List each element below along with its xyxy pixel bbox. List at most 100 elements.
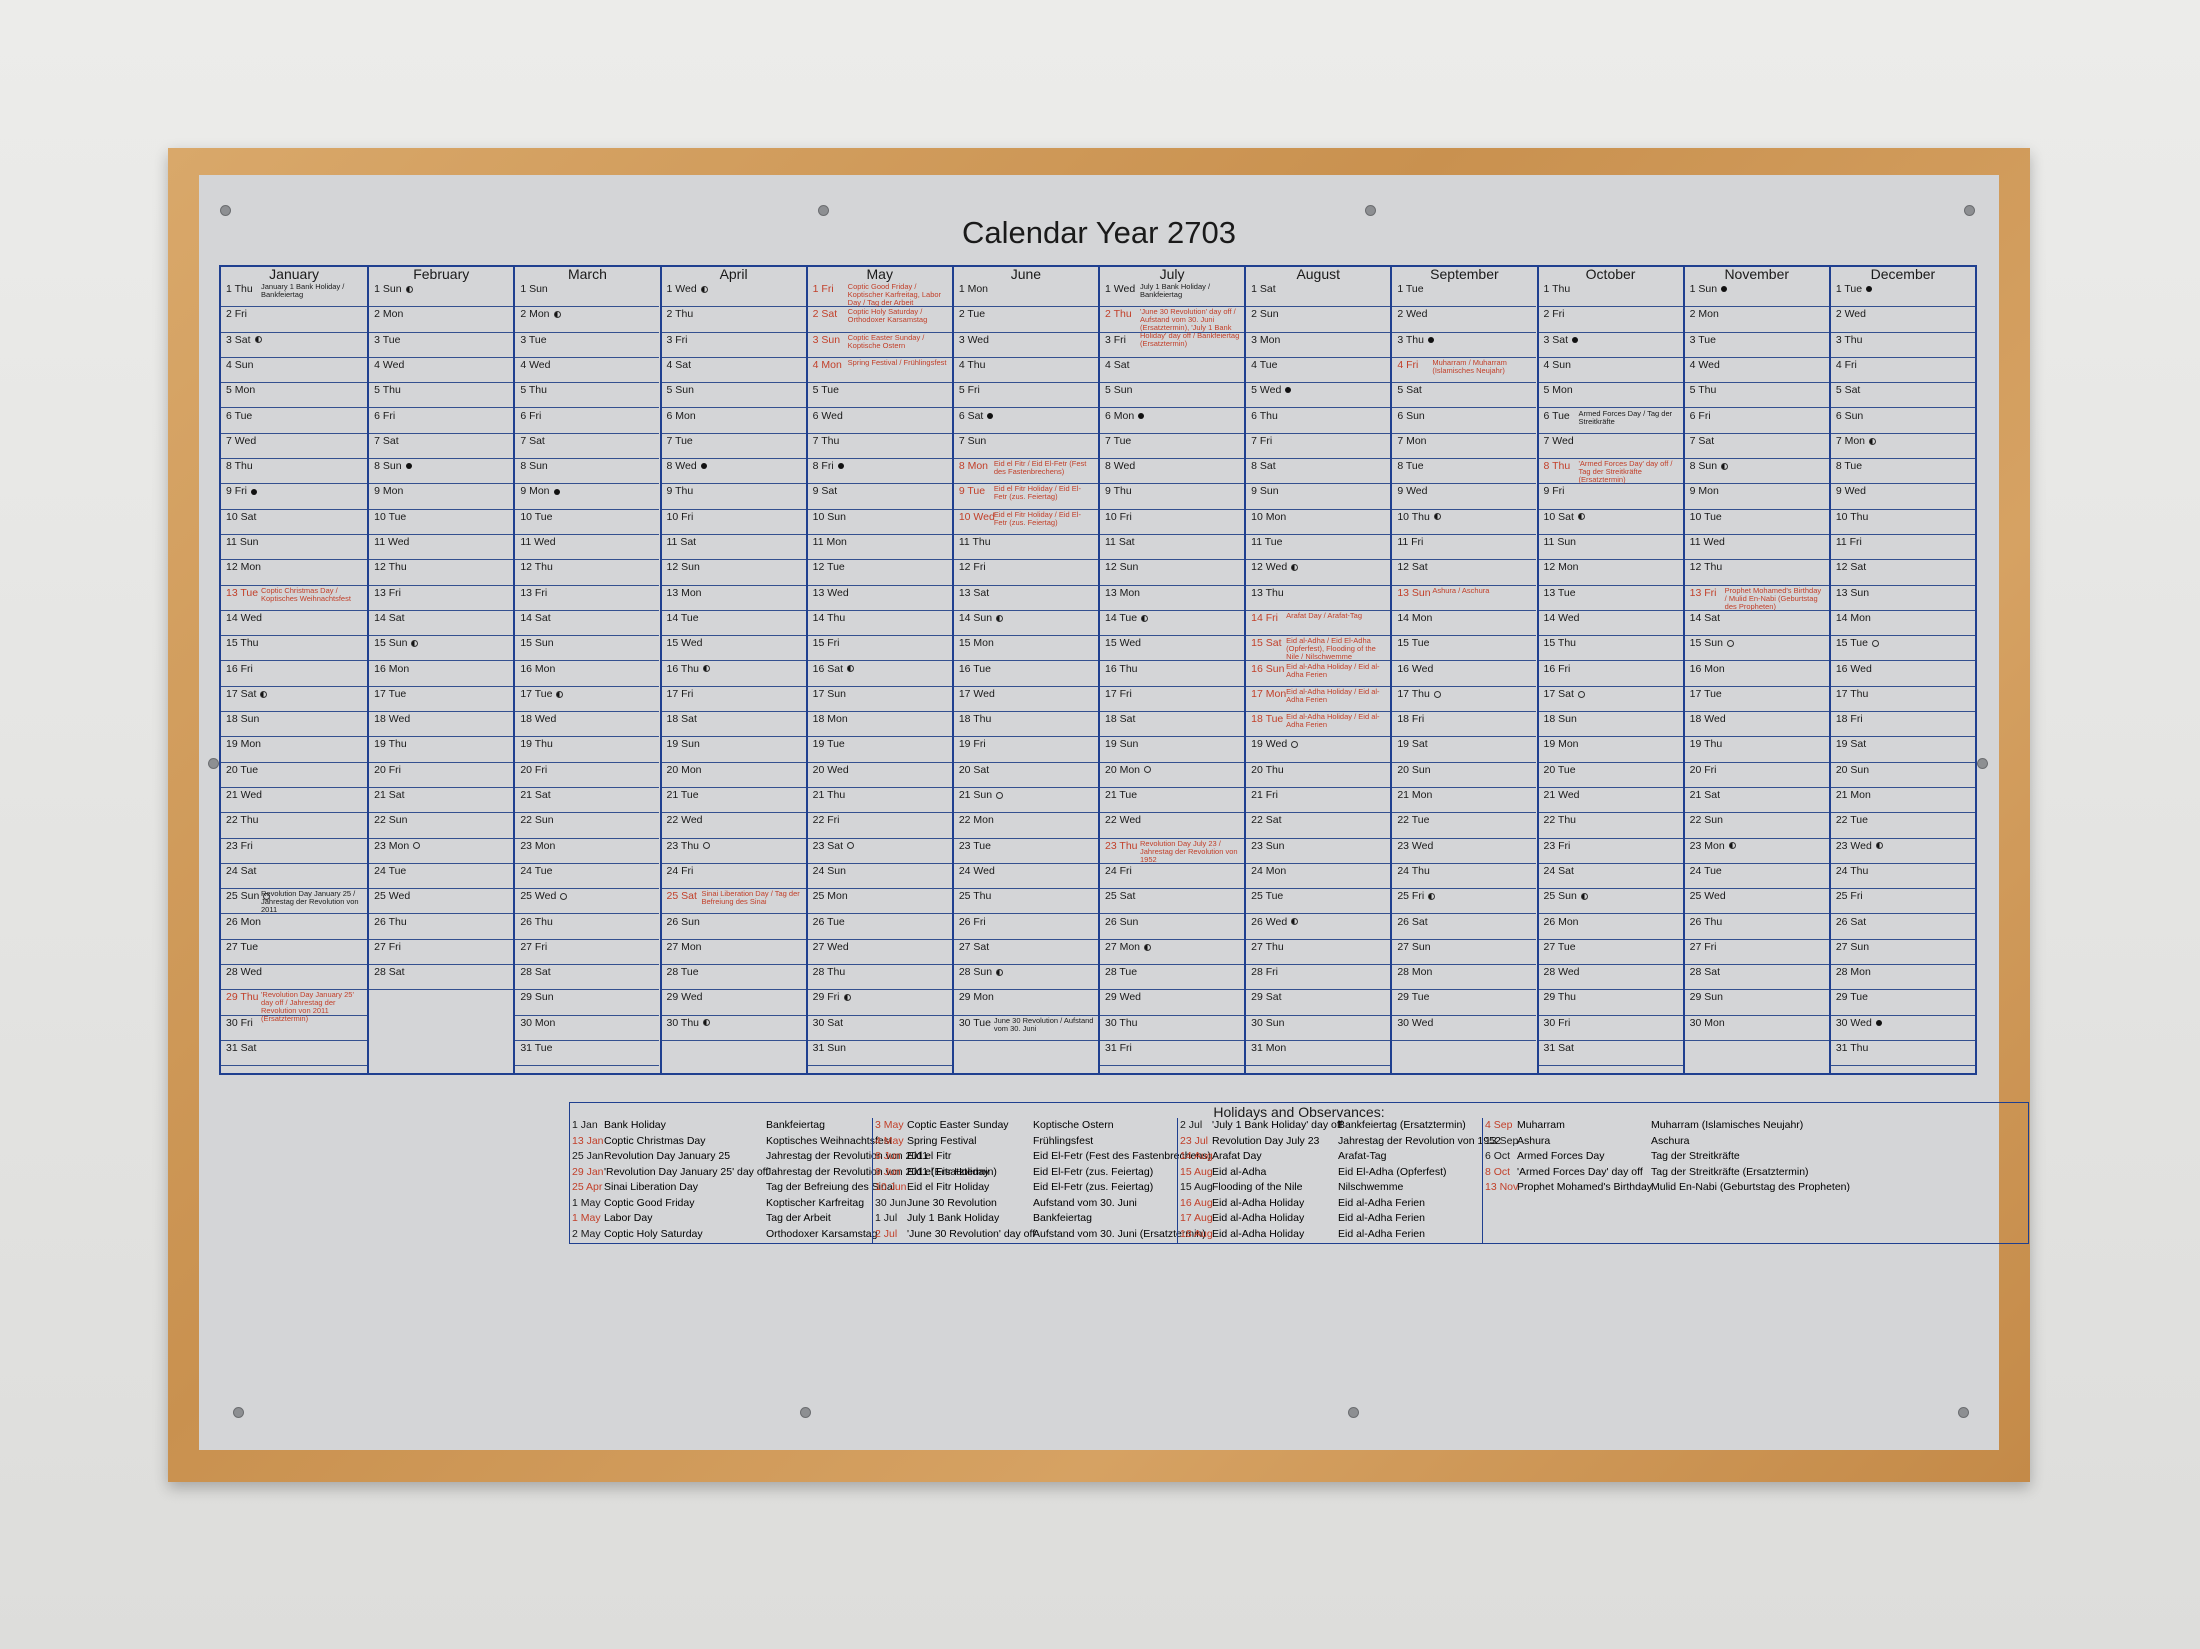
day-row: 23 Thu Revolution Day July 23 / Jahrestag… [1100, 839, 1245, 864]
day-row: 10 Fri [1100, 510, 1245, 535]
day-label: 26 Thu [1689, 915, 1723, 928]
day-row: 6 Mon [1100, 409, 1245, 434]
day-row: 1 Sun [369, 282, 514, 308]
day-label: 22 Fri [812, 814, 840, 827]
moon-phase-icon [1866, 286, 1873, 293]
legend-german: Eid al-Adha Ferien [1338, 1212, 1425, 1224]
day-label: 5 Fri [958, 384, 980, 397]
day-row: 5 Mon [1538, 383, 1683, 409]
day-label: 18 Thu [958, 713, 992, 726]
day-row: 13 Sun Ashura / Aschura [1392, 586, 1537, 611]
day-label: 11 Wed [520, 536, 556, 548]
day-label: 24 Fri [666, 864, 694, 877]
day-label: 16 Thu [666, 662, 700, 675]
day-label: 5 Thu [1689, 384, 1717, 397]
day-row: 11 Sat [1100, 535, 1245, 561]
day-label: 27 Wed [812, 940, 849, 953]
holiday-note: Revolution Day January 25 / Jahrestag de… [261, 889, 359, 915]
day-row: 30 Fri [221, 1016, 368, 1041]
day-label: 6 Fri [520, 409, 542, 422]
day-row: 9 Wed [1830, 484, 1975, 510]
day-label: 7 Mon [1397, 434, 1427, 447]
day-label: 10 Sat [1543, 510, 1574, 523]
day-label: 18 Wed [1689, 713, 1726, 726]
day-row: 11 Wed [515, 535, 660, 561]
day-row: 8 Wed [661, 459, 806, 485]
day-row: 7 Mon [1830, 434, 1975, 460]
day-label: 25 Thu [958, 890, 992, 903]
day-row: 3 Fri [661, 333, 806, 358]
legend-german: Tag der Befreiung des Sinai [766, 1181, 895, 1193]
day-row: 3 Sat [1538, 333, 1683, 358]
moon-phase-icon [1433, 513, 1441, 521]
day-label: 21 Sun [958, 789, 993, 801]
day-row: 21 Tue [661, 788, 806, 814]
day-label: 18 Wed [520, 713, 557, 726]
day-label: 16 Mon [1689, 662, 1725, 675]
day-label: 12 Sat [1397, 561, 1428, 574]
day-row: 27 Sun [1392, 940, 1537, 966]
day-row: 4 Sun [1538, 358, 1683, 384]
day-row: 16 Wed [1830, 662, 1975, 687]
legend-row: 15 Aug Eid al-Adha Eid El-Adha (Opferfest) [1178, 1165, 1480, 1181]
day-row: 28 Sat [369, 965, 514, 991]
day-row: 17 Mon Eid al-Adha Holiday / Eid al-Adha … [1246, 687, 1391, 713]
month-column-may: May 1 Fri Coptic Good Friday / Koptischer … [805, 267, 952, 1073]
day-row: 22 Sun [515, 813, 660, 839]
day-label: 28 Tue [666, 966, 699, 979]
day-row: 13 Tue Coptic Christmas Day / Koptisches … [221, 586, 368, 611]
day-row: 11 Thu [953, 535, 1098, 561]
day-row: 21 Sat [1684, 788, 1829, 814]
holiday-note: Coptic Holy Saturday / Orthodoxer Karsam… [847, 307, 928, 325]
day-label: 17 Sun [812, 687, 846, 700]
moon-phase-icon [1869, 437, 1877, 445]
day-row: 9 Fri [221, 484, 368, 510]
day-row: 23 Wed [1830, 839, 1975, 864]
day-row: 1 Sun [515, 282, 660, 308]
day-row: 1 Sun [1684, 282, 1829, 308]
day-row: 20 Fri [1684, 763, 1829, 788]
legend-german: Aufstand vom 30. Juni [1033, 1196, 1137, 1209]
day-row: 10 Fri [661, 510, 806, 535]
day-row: 19 Sun [661, 737, 806, 763]
day-label: 15 Thu [226, 637, 259, 650]
moon-phase-icon [1577, 690, 1585, 698]
day-label: 17 Wed [958, 687, 995, 700]
day-row: 13 Fri [515, 586, 660, 611]
legend-row: 8 Jun Eid el Fitr Eid El-Fetr (Fest des Fa… [873, 1149, 1211, 1165]
day-label: 23 Wed [1835, 839, 1872, 852]
day-row: 29 Sat [1246, 990, 1391, 1016]
day-row: 16 Fri [1538, 662, 1683, 687]
day-label: 4 Sun [226, 358, 254, 371]
day-label: 10 Wed [958, 510, 995, 523]
day-label: 1 Wed [1105, 283, 1136, 295]
day-row: 2 Mon [369, 307, 514, 333]
day-label: 17 Thu [1397, 687, 1430, 700]
day-row: 16 Mon [515, 662, 660, 687]
day-label: 9 Mon [1689, 485, 1719, 498]
day-label: 6 Mon [666, 409, 696, 422]
day-label: 27 Fri [374, 940, 401, 953]
day-label: 24 Thu [1835, 864, 1869, 877]
day-row: 21 Wed [1538, 788, 1683, 814]
day-label: 6 Wed [812, 409, 843, 422]
moon-phase-icon [1428, 336, 1434, 343]
month-name: January [269, 266, 319, 282]
legend-english: Coptic Holy Saturday [604, 1227, 703, 1240]
day-row: 29 Tue [1392, 990, 1537, 1016]
day-label: 14 Tue [1105, 611, 1138, 624]
day-label: 9 Fri [226, 485, 247, 498]
day-label: 8 Tue [1835, 460, 1863, 473]
day-row: 7 Sat [515, 434, 660, 460]
day-row: 3 Tue [369, 333, 514, 358]
day-label: 25 Fri [1835, 890, 1863, 903]
month-column-april: April 1 Wed 2 Thu 3 Fri 4 Sat 5 Sun 6 Mon 7 Tue… [659, 267, 806, 1073]
day-label: 26 Thu [374, 915, 407, 928]
day-row: 25 Sat Sinai Liberation Day / Tag der Bef… [661, 889, 806, 915]
day-row: 17 Fri [661, 687, 806, 713]
day-row: 5 Thu [1684, 383, 1829, 409]
day-row: 26 Thu [369, 915, 514, 940]
day-row: 11 Wed [1684, 535, 1829, 561]
day-label: 22 Tue [1397, 814, 1430, 827]
day-label: 14 Fri [1251, 611, 1278, 624]
